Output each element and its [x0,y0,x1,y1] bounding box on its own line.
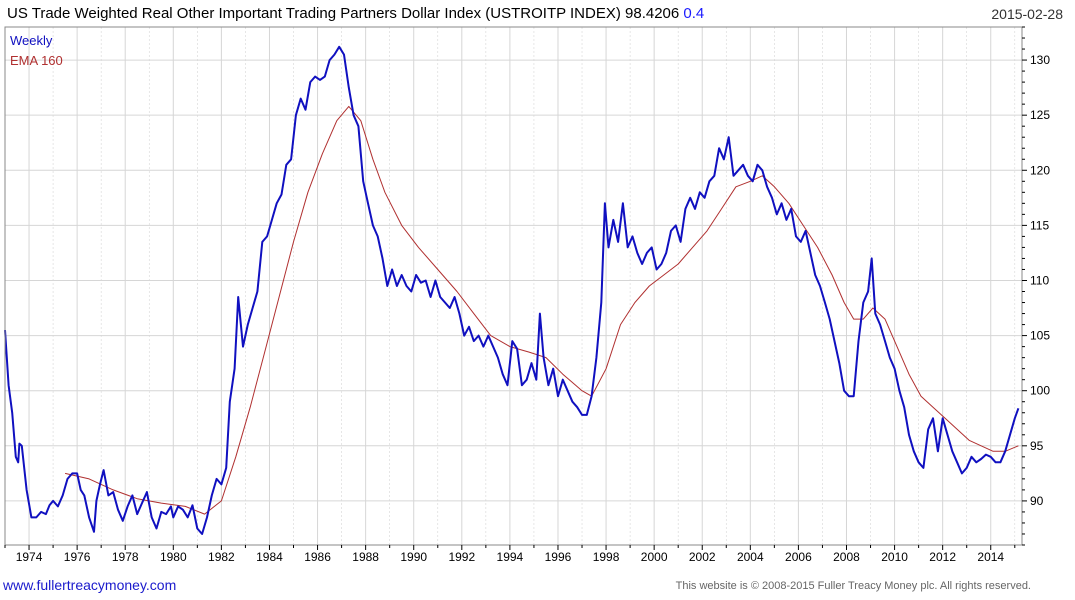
x-tick-label: 2004 [737,550,764,564]
x-tick-label: 2014 [977,550,1004,564]
x-tick-label: 1988 [352,550,379,564]
x-tick-label: 1998 [593,550,620,564]
x-tick-label: 1992 [448,550,475,564]
x-tick-label: 1980 [160,550,187,564]
y-tick-label: 120 [1030,163,1050,177]
x-tick-label: 1978 [112,550,139,564]
x-tick-label: 2012 [929,550,956,564]
axes: 1974 1976 1978 1980 1982 1984 1986 1988 1990 1992… [4,26,1050,564]
x-tick-label: 2008 [833,550,860,564]
series-line-weekly [4,45,1020,535]
y-tick-label: 90 [1030,494,1044,508]
x-tick-label: 1986 [304,550,331,564]
footer-site-link[interactable]: www.fullertreacymoney.com [3,577,177,593]
y-tick-label: 110 [1030,273,1049,287]
x-tick-label: 1974 [16,550,43,564]
x-tick-label: 1996 [545,550,572,564]
y-tick-label: 95 [1030,439,1044,453]
y-tick-label: 125 [1030,108,1050,122]
x-tick-label: 2006 [785,550,812,564]
series-layer [4,45,1020,535]
legend-entry: EMA 160 [10,53,63,68]
series-line-ema-160 [64,105,1019,515]
chart-date: 2015-02-28 [991,6,1063,22]
x-tick-label: 2002 [689,550,716,564]
change-value: 0.4 [683,5,705,22]
x-tick-label: 1982 [208,550,235,564]
x-tick-label: 1990 [400,550,427,564]
x-tick-label: 2000 [641,550,668,564]
x-tick-label: 1994 [497,550,524,564]
legend: Weekly EMA 160 [10,33,63,68]
chart-title: US Trade Weighted Real Other Important T… [7,5,705,22]
footer-copyright: This website is © 2008-2015 Fuller Treac… [675,580,1031,592]
y-tick-label: 100 [1030,384,1050,398]
x-tick-label: 1984 [256,550,283,564]
y-tick-label: 115 [1030,218,1049,232]
y-tick-label: 130 [1030,53,1050,67]
legend-entry: Weekly [10,33,53,48]
plot-frame [4,26,1023,546]
x-tick-label: 2010 [881,550,908,564]
y-tick-label: 105 [1030,329,1050,343]
x-tick-label: 1976 [64,550,91,564]
